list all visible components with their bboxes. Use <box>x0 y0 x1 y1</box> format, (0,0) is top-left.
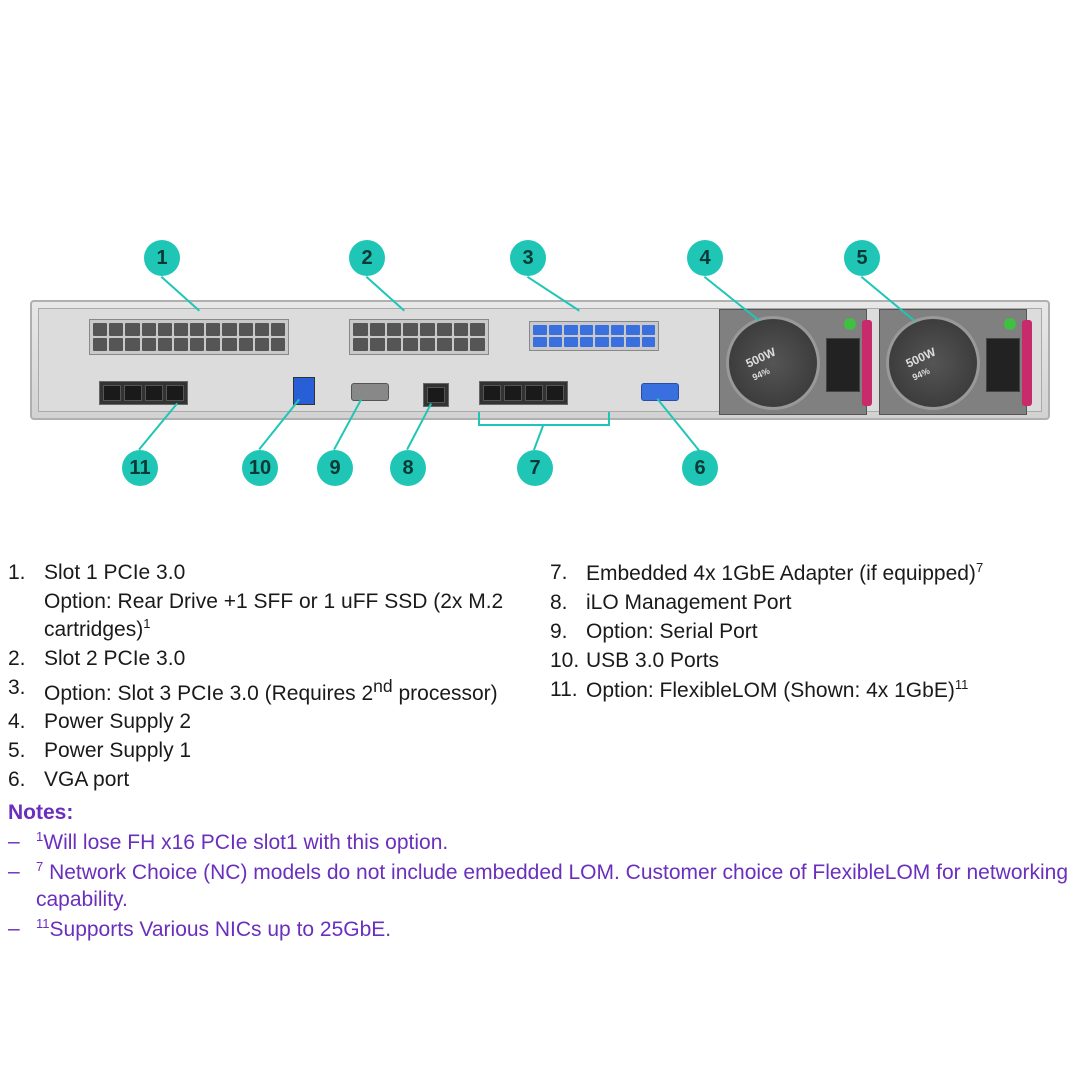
legend-item: 3.Option: Slot 3 PCIe 3.0 (Requires 2nd … <box>8 675 530 708</box>
psu-handle <box>1022 320 1032 406</box>
notes-list: –1Will lose FH x16 PCIe slot1 with this … <box>8 829 1072 944</box>
legend-item: 1.Slot 1 PCIe 3.0 <box>8 560 530 587</box>
psu-led-icon <box>844 318 856 330</box>
note-line: –7 Network Choice (NC) models do not inc… <box>8 859 1072 914</box>
callout-10: 10 <box>242 450 278 486</box>
psu-handle <box>862 320 872 406</box>
vga-port <box>641 383 679 401</box>
legend-area: 1.Slot 1 PCIe 3.0Option: Rear Drive +1 S… <box>8 560 1072 943</box>
callout-6: 6 <box>682 450 718 486</box>
legend-item: 11.Option: FlexibleLOM (Shown: 4x 1GbE)1… <box>550 677 1072 705</box>
legend-item: 4.Power Supply 2 <box>8 709 530 736</box>
note-line: –11Supports Various NICs up to 25GbE. <box>8 916 1072 944</box>
serial-port <box>351 383 389 401</box>
callout-3: 3 <box>510 240 546 276</box>
legend-item: 8.iLO Management Port <box>550 590 1072 617</box>
legend-item: 5.Power Supply 1 <box>8 738 530 765</box>
psu-plug-icon <box>826 338 860 392</box>
embedded-gbe-ports <box>479 381 568 405</box>
power-supply-1: 500W 94% <box>879 309 1027 415</box>
ilo-port <box>423 383 449 407</box>
psu-led-icon <box>1004 318 1016 330</box>
callout-5: 5 <box>844 240 880 276</box>
server-diagram: 500W 94% 500W 94% 1 2 3 4 5 6 7 8 9 10 <box>0 0 1080 550</box>
chassis-inner: 500W 94% 500W 94% <box>38 308 1042 412</box>
notes-heading: Notes: <box>8 800 1072 827</box>
legend-item: 9.Option: Serial Port <box>550 619 1072 646</box>
legend-item: 7.Embedded 4x 1GbE Adapter (if equipped)… <box>550 560 1072 588</box>
legend-item: 2.Slot 2 PCIe 3.0 <box>8 646 530 673</box>
pcie-slot-1 <box>89 319 289 355</box>
callout-4: 4 <box>687 240 723 276</box>
psu-plug-icon <box>986 338 1020 392</box>
pcie-slot-2 <box>349 319 489 355</box>
legend-item: 6.VGA port <box>8 767 530 794</box>
server-chassis: 500W 94% 500W 94% <box>30 300 1050 420</box>
note-line: –1Will lose FH x16 PCIe slot1 with this … <box>8 829 1072 857</box>
legend-item-sub: Option: Rear Drive +1 SFF or 1 uFF SSD (… <box>8 589 530 644</box>
power-supply-2: 500W 94% <box>719 309 867 415</box>
callout-1: 1 <box>144 240 180 276</box>
callout-7: 7 <box>517 450 553 486</box>
legend-column-left: 1.Slot 1 PCIe 3.0Option: Rear Drive +1 S… <box>8 560 530 796</box>
callout-9: 9 <box>317 450 353 486</box>
legend-item: 10.USB 3.0 Ports <box>550 648 1072 675</box>
flexiblelom-ports <box>99 381 188 405</box>
legend-column-right: 7.Embedded 4x 1GbE Adapter (if equipped)… <box>550 560 1072 796</box>
callout-2: 2 <box>349 240 385 276</box>
callout-11: 11 <box>122 450 158 486</box>
pcie-slot-3 <box>529 321 659 351</box>
callout-8: 8 <box>390 450 426 486</box>
